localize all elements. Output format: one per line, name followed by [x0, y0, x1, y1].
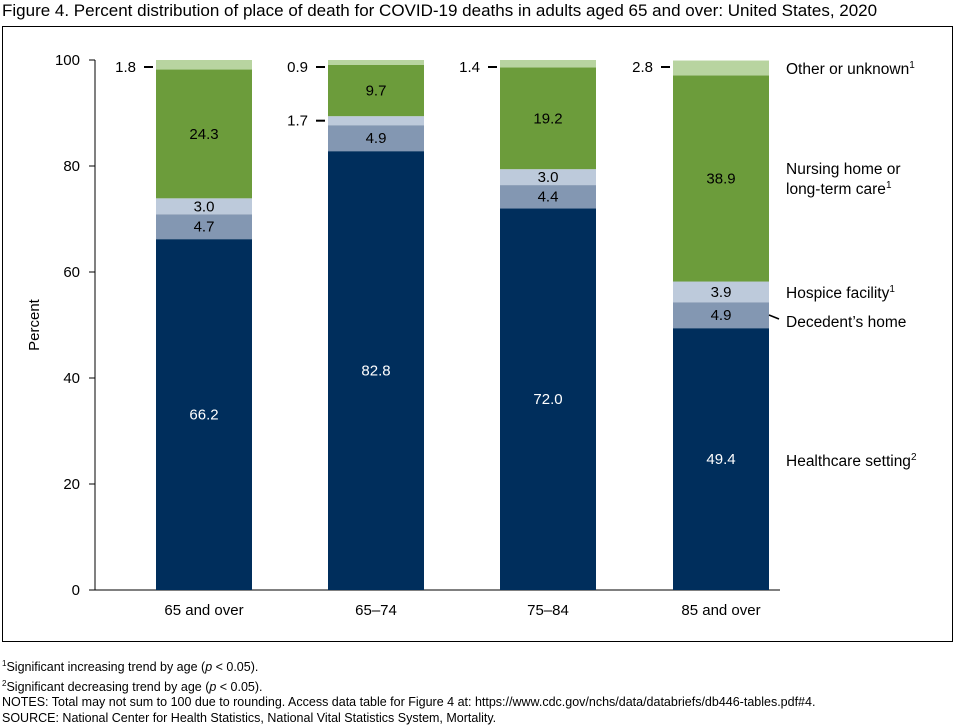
bar-segment-nursing-home-or-long-term-care [328, 64, 424, 117]
bar-segment-decedent-s-home [673, 302, 769, 329]
data-label: 4.9 [366, 130, 387, 147]
bar-segment-hospice-facility [156, 198, 252, 215]
bar-segment-other-or-unknown [673, 60, 769, 76]
data-label: 9.7 [366, 82, 387, 99]
data-label: 3.9 [711, 284, 732, 301]
bar-segment-healthcare-setting [328, 151, 424, 590]
data-label: 1.4 [459, 59, 480, 76]
y-tick-label: 20 [63, 476, 80, 493]
bar-segment-hospice-facility [673, 281, 769, 303]
bar-segment-hospice-facility [328, 116, 424, 126]
data-label: 38.9 [706, 170, 735, 187]
bar-segment-nursing-home-or-long-term-care [500, 67, 596, 170]
data-label: 2.8 [632, 59, 653, 76]
bar-segment-healthcare-setting [673, 328, 769, 590]
legend-leader-line [768, 314, 780, 320]
legend-label-nursing-home-or-long-term-care: Nursing home or [786, 161, 901, 178]
data-label: 1.8 [115, 59, 136, 76]
legend-label-nursing-home-or-long-term-care: long-term care1 [786, 180, 892, 198]
legend-label-hospice-facility: Hospice facility1 [786, 284, 895, 302]
y-axis-label: Percent [26, 298, 43, 351]
legend-label-healthcare-setting: Healthcare setting2 [786, 452, 917, 470]
bar-segment-decedent-s-home [328, 125, 424, 152]
y-tick-label: 40 [63, 370, 80, 387]
data-label: 3.0 [538, 169, 559, 186]
bar-segment-other-or-unknown [500, 60, 596, 68]
bar-segment-nursing-home-or-long-term-care [673, 75, 769, 282]
y-tick-label: 80 [63, 158, 80, 175]
data-label: 4.4 [538, 189, 559, 206]
x-tick-label: 85 and over [681, 602, 760, 619]
bar-segment-healthcare-setting [156, 239, 252, 590]
chart-frame [2, 26, 953, 642]
stacked-bar-chart: 0 20 40 60 80 100 Percent 66.2 4.7 3.0 24.3 1.8 65 a… [26, 52, 917, 619]
bar-segment-nursing-home-or-long-term-care [156, 69, 252, 199]
bar-segment-decedent-s-home [156, 214, 252, 240]
bar-segment-decedent-s-home [500, 185, 596, 209]
bar-segment-healthcare-setting [500, 208, 596, 590]
data-label: 72.0 [533, 391, 562, 408]
bar-segment-hospice-facility [500, 169, 596, 186]
footnote-2: 2Significant decreasing trend by age (p … [2, 678, 263, 694]
data-label: 4.9 [711, 307, 732, 324]
legend-label-decedent-s-home: Decedent’s home [786, 314, 906, 331]
data-label: 19.2 [533, 110, 562, 127]
data-label: 0.9 [287, 59, 308, 76]
data-label: 3.0 [194, 198, 215, 215]
x-tick-label: 65 and over [164, 602, 243, 619]
footnote-1: 1Significant increasing trend by age (p … [2, 659, 259, 675]
x-tick-label: 65–74 [355, 602, 397, 619]
x-tick-label: 75–84 [527, 602, 569, 619]
source-line: SOURCE: National Center for Health Stati… [2, 710, 497, 725]
data-label: 24.3 [189, 126, 218, 143]
figure-title: Figure 4. Percent distribution of place … [2, 1, 878, 20]
footnotes: 1Significant increasing trend by age (p … [2, 656, 815, 726]
data-label: 66.2 [189, 407, 218, 424]
bar-segment-other-or-unknown [328, 60, 424, 65]
y-tick-label: 60 [63, 264, 80, 281]
legend-label-other-or-unknown: Other or unknown1 [786, 60, 915, 78]
data-label: 1.7 [287, 113, 308, 130]
data-label: 4.7 [194, 219, 215, 236]
notes-line: NOTES: Total may not sum to 100 due to r… [2, 695, 816, 710]
bar-segment-other-or-unknown [156, 60, 252, 70]
y-tick-label: 100 [55, 52, 80, 69]
y-tick-label: 0 [72, 582, 80, 599]
data-label: 49.4 [706, 451, 735, 468]
data-label: 82.8 [361, 363, 390, 380]
